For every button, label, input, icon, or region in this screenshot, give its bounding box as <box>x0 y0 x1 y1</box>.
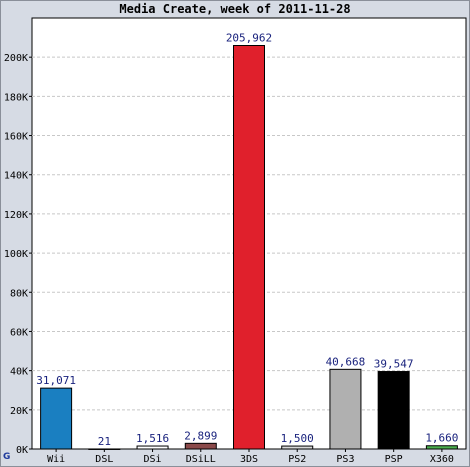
y-tick-label: 100K <box>4 249 28 260</box>
x-tick-label-ps2: PS2 <box>288 454 306 465</box>
y-tick-label: 60K <box>10 327 28 338</box>
x-axis-ticks: Wii DSL DSi DSiLL 3DS PS2 PS3 PSP X360 <box>47 449 454 465</box>
x-tick-label-wii: Wii <box>47 454 65 465</box>
y-tick-label: 120K <box>4 210 28 221</box>
y-tick-label: 180K <box>4 92 28 103</box>
data-label-3ds: 205,962 <box>226 32 272 45</box>
data-label-dsi: 1,516 <box>136 432 169 445</box>
data-labels: 31,071 21 1,516 2,899 205,962 1,500 40,668 39,5… <box>36 32 458 448</box>
data-label-ps2: 1,500 <box>281 432 314 445</box>
data-label-x360: 1,660 <box>425 432 458 445</box>
x-tick-label-dsl: DSL <box>95 454 113 465</box>
x-tick-label-dsill: DSiLL <box>186 454 216 465</box>
x-tick-label-ps3: PS3 <box>336 454 354 465</box>
y-tick-label: 40K <box>10 367 28 378</box>
y-tick-label: 20K <box>10 406 28 417</box>
data-label-psp: 39,547 <box>374 358 414 371</box>
bar-wii <box>40 387 73 450</box>
y-axis-ticks: 0K 20K 40K 60K 80K 100K 120K 140K 160K 180K 200K <box>4 53 32 456</box>
data-label-dsl: 21 <box>98 435 111 448</box>
bar-3ds <box>233 45 265 450</box>
x-tick-label-3ds: 3DS <box>240 454 258 465</box>
y-tick-label: 160K <box>4 132 28 143</box>
y-tick-label: 200K <box>4 53 28 64</box>
bar-ps2 <box>281 445 314 450</box>
bar-x360 <box>425 445 458 450</box>
x-tick-label-psp: PSP <box>385 454 403 465</box>
y-tick-label: 0K <box>16 445 28 456</box>
y-tick-label: 140K <box>4 171 28 182</box>
bar-ps3 <box>329 368 362 450</box>
chart-title: Media Create, week of 2011-11-28 <box>119 2 351 16</box>
x-tick-label-x360: X360 <box>430 454 454 465</box>
bar-dsill <box>184 442 217 450</box>
bar-dsi <box>136 445 169 450</box>
x-tick-label-dsi: DSi <box>144 454 162 465</box>
data-label-wii: 31,071 <box>36 374 76 387</box>
data-label-dsill: 2,899 <box>184 429 217 442</box>
data-label-ps3: 40,668 <box>326 355 366 368</box>
bar-psp <box>377 371 410 450</box>
y-tick-label: 80K <box>10 288 28 299</box>
logo-icon: G <box>3 452 11 462</box>
